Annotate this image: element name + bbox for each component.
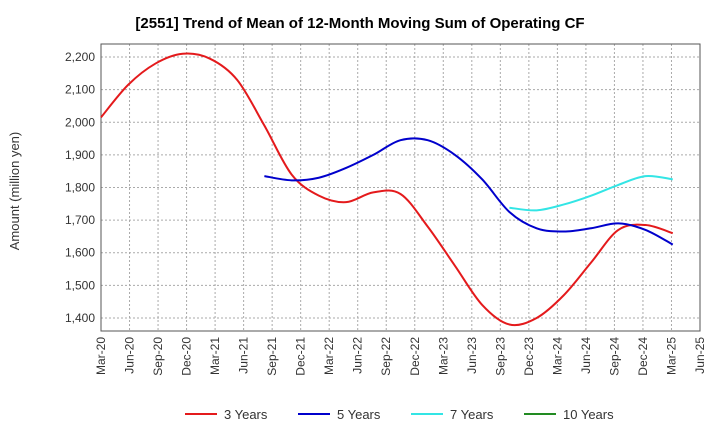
y-axis-label: Amount (million yen) [7, 132, 22, 251]
y-tick-label: 2,100 [65, 83, 95, 97]
x-tick-label: Jun-21 [237, 337, 251, 374]
series-line-7-years [509, 174, 673, 212]
y-axis-ticks: 1,400 1,500 1,600 1,700 1,800 1,900 2,000 2,100… [65, 50, 95, 325]
x-tick-label: Jun-23 [465, 337, 479, 374]
y-tick-label: 1,700 [65, 213, 95, 227]
x-tick-label: Mar-21 [208, 337, 222, 375]
series-line-5-years [264, 137, 674, 246]
y-tick-label: 1,600 [65, 246, 95, 260]
x-tick-label: Jun-25 [693, 337, 707, 374]
x-tick-label: Mar-22 [322, 337, 336, 375]
x-tick-label: Mar-24 [550, 337, 564, 375]
x-tick-label: Jun-24 [579, 337, 593, 374]
y-tick-label: 2,200 [65, 50, 95, 64]
y-tick-label: 2,000 [65, 115, 95, 129]
x-tick-label: Sep-24 [607, 337, 621, 376]
x-tick-label: Jun-22 [351, 337, 365, 374]
x-tick-label: Dec-24 [636, 337, 650, 376]
x-tick-label: Jun-20 [123, 337, 137, 374]
x-tick-label: Dec-23 [522, 337, 536, 376]
legend-label: 3 Years [224, 407, 268, 422]
x-tick-label: Mar-20 [94, 337, 108, 375]
legend-label: 5 Years [337, 407, 381, 422]
y-tick-label: 1,800 [65, 181, 95, 195]
chart-title: [2551] Trend of Mean of 12-Month Moving … [135, 15, 584, 32]
legend: 3 Years 5 Years 7 Years 10 Years [185, 407, 614, 422]
x-tick-label: Mar-23 [436, 337, 450, 375]
x-tick-label: Mar-25 [664, 337, 678, 375]
y-tick-label: 1,400 [65, 311, 95, 325]
legend-label: 7 Years [450, 407, 494, 422]
x-tick-label: Sep-21 [265, 337, 279, 376]
x-tick-label: Sep-23 [493, 337, 507, 376]
x-axis-ticks: Mar-20 Jun-20 Sep-20 Dec-20 Mar-21 Jun-21 Sep-… [94, 337, 707, 376]
y-tick-label: 1,900 [65, 148, 95, 162]
x-tick-label: Sep-20 [151, 337, 165, 376]
x-tick-label: Dec-21 [294, 337, 308, 376]
plot-frame [100, 43, 701, 332]
x-tick-label: Dec-20 [180, 337, 194, 376]
series-group [100, 52, 674, 327]
series-line-3-years [100, 52, 674, 327]
x-tick-label: Sep-22 [379, 337, 393, 376]
legend-label: 10 Years [563, 407, 614, 422]
y-tick-label: 1,500 [65, 278, 95, 292]
x-tick-label: Dec-22 [408, 337, 422, 376]
